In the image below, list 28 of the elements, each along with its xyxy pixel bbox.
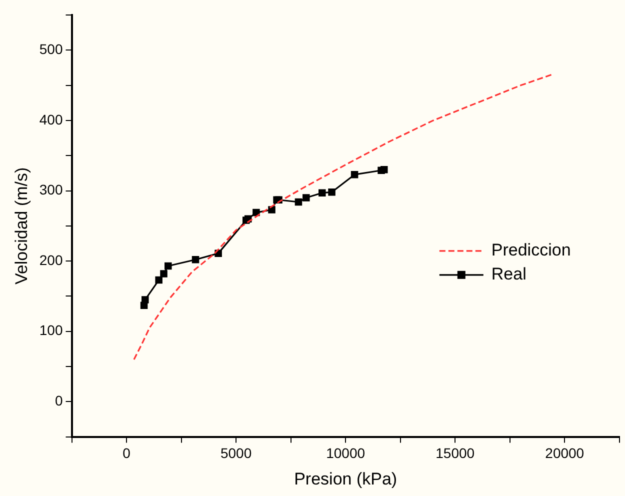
- y-tick-label: 200: [39, 252, 63, 268]
- point: [318, 189, 326, 196]
- legend-label: Real: [491, 264, 526, 284]
- point: [328, 188, 336, 196]
- y-tick-label: 500: [39, 41, 63, 58]
- y-tick-label: 300: [39, 182, 63, 198]
- point: [380, 166, 388, 174]
- y-tick-label: 100: [39, 322, 63, 338]
- x-tick-label: 0: [122, 445, 131, 462]
- point: [192, 256, 200, 264]
- y-tick-label: 0: [54, 392, 63, 409]
- y-axis-title: Velocidad (m/s): [12, 167, 31, 284]
- point: [350, 170, 358, 178]
- x-tick-label: 15000: [436, 445, 475, 462]
- point: [142, 296, 149, 304]
- x-axis-title: Presion (kPa): [294, 469, 398, 488]
- point: [294, 198, 302, 206]
- x-tick-label: 20000: [545, 445, 584, 462]
- point: [160, 270, 168, 278]
- x-tick-label: 10000: [326, 445, 366, 462]
- point: [164, 262, 172, 270]
- x-tick-label: 5000: [220, 445, 252, 462]
- legend-label: Prediccion: [491, 240, 571, 260]
- point: [252, 208, 260, 216]
- y-tick-label: 400: [39, 111, 63, 128]
- point: [155, 276, 162, 284]
- point: [302, 194, 310, 202]
- point: [268, 206, 276, 214]
